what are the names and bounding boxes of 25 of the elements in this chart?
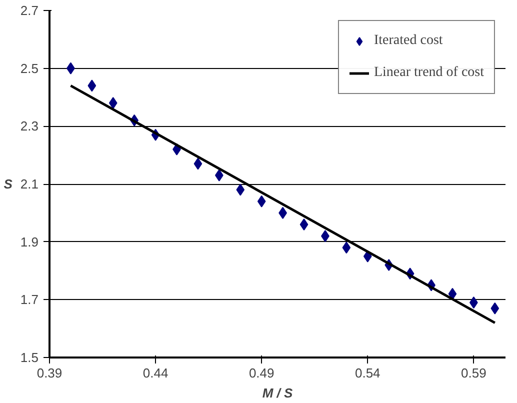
- y-tick-label: 2.1: [20, 176, 39, 192]
- point: [342, 242, 351, 254]
- point: [108, 97, 118, 110]
- x-tick-label: 0.59: [461, 366, 486, 380]
- y-tick-label: 1.7: [20, 292, 39, 308]
- x-tick-label: 0.39: [36, 366, 62, 380]
- point: [88, 80, 96, 92]
- point: [448, 288, 457, 300]
- legend-label: Linear trend of cost: [374, 65, 484, 81]
- x-tick-label: 0.49: [248, 366, 274, 380]
- point: [300, 218, 308, 230]
- x-tick-label: 0.44: [142, 366, 168, 380]
- y-tick-label: 2.7: [20, 3, 39, 18]
- y-tick-label: 2.5: [20, 60, 39, 76]
- point: [236, 184, 245, 196]
- y-axis-title: S: [4, 176, 13, 192]
- point: [257, 195, 266, 208]
- x-axis-title: M / S: [262, 386, 293, 400]
- y-tick-label: 1.9: [20, 234, 39, 250]
- y-tick-label: 2.3: [20, 118, 39, 134]
- y-tick-label: 1.5: [20, 350, 39, 365]
- point: [194, 158, 202, 170]
- legend-label: Iterated cost: [374, 33, 443, 49]
- point: [490, 302, 500, 314]
- x-tick-label: 0.54: [354, 366, 380, 380]
